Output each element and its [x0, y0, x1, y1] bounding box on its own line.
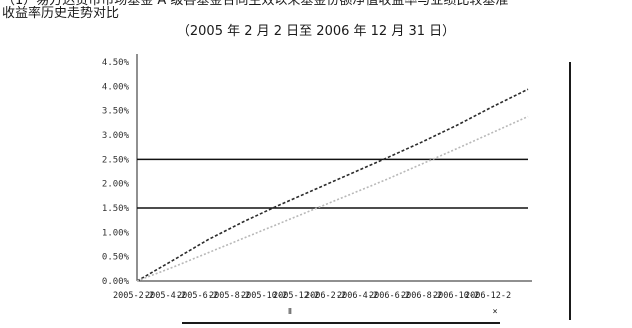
- y-tick-label: 0.00%: [102, 277, 130, 287]
- x-tick-label: 2005-6-2: [177, 291, 218, 301]
- series-line-fund: [136, 88, 529, 282]
- y-tick-label: 4.50%: [102, 58, 130, 68]
- x-tick-label: 2006-12-2: [465, 291, 511, 301]
- y-tick-label: 1.00%: [102, 228, 130, 238]
- x-tick-label: 2005-8-2: [209, 291, 250, 301]
- x-tick-label: 2005-4-2: [145, 291, 186, 301]
- chart-date-range-subtitle: （2005 年 2 月 2 日至 2006 年 12 月 31 日）: [176, 24, 456, 39]
- x-tick-label: 2006-8-2: [401, 291, 442, 301]
- x-tick-label: 2005-12-2: [273, 291, 319, 301]
- y-tick-label: 1.50%: [102, 204, 130, 214]
- y-tick-label: 3.00%: [102, 131, 130, 141]
- legend-label: Ⅱ: [288, 307, 292, 317]
- y-tick-label: 2.50%: [102, 155, 130, 165]
- legend-label: ×: [492, 307, 497, 317]
- chart-heading-line-1: （1）易方达货币市场基金 A 级各基金合同生效以来基金份额净值收益率与业绩比较基…: [2, 0, 509, 8]
- y-tick-label: 3.50%: [102, 107, 130, 117]
- y-tick-label: 2.00%: [102, 180, 130, 190]
- x-tick-label: 2006-10-2: [433, 291, 479, 301]
- x-tick-label: 2005-2-2: [113, 291, 154, 301]
- y-tick-label: 4.00%: [102, 82, 130, 92]
- x-tick-label: 2006-4-2: [337, 291, 378, 301]
- x-tick-label: 2005-10-2: [241, 291, 287, 301]
- x-tick-label: 2006-2-2: [305, 291, 346, 301]
- y-tick-label: 0.50%: [102, 253, 130, 263]
- x-tick-label: 2006-6-2: [369, 291, 410, 301]
- chart-heading-line-2: 收益率历史走势对比: [2, 6, 120, 21]
- series-line-benchmark: [136, 115, 529, 282]
